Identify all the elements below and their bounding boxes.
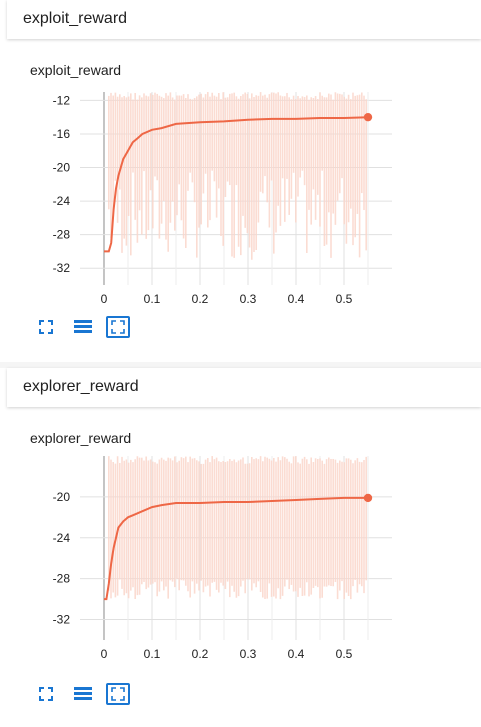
fit-domain-button[interactable]	[106, 683, 130, 705]
y-tick-label: -24	[53, 194, 71, 208]
x-tick-label: 0.3	[240, 292, 257, 306]
y-tick-label: -24	[53, 531, 71, 545]
x-tick-label: 0.1	[144, 647, 161, 661]
chart-explorer-reward[interactable]: 0 0.1 0.2 0.3 0.4 0.5 -20 -24 -28 -32	[0, 450, 481, 675]
series-line	[104, 116, 369, 253]
x-tick-label: 0.5	[336, 647, 353, 661]
x-tick-label: 0	[101, 292, 108, 306]
y-tick-label: -20	[53, 490, 71, 504]
group-header[interactable]: exploit_reward	[7, 0, 481, 39]
fullscreen-button[interactable]	[34, 316, 58, 338]
y-tick-label: -28	[53, 228, 71, 242]
toggle-lines-button[interactable]	[71, 316, 95, 338]
group-title: exploit_reward	[23, 10, 128, 27]
series-end-point	[363, 493, 373, 503]
x-tick-label: 0.2	[192, 292, 209, 306]
card-title: explorer_reward	[30, 430, 132, 446]
x-tick-label: 0.5	[336, 292, 353, 306]
fit-domain-icon	[111, 320, 125, 334]
group-explorer: explorer_reward explorer_reward 0 0.1 0.2 0…	[0, 368, 481, 727]
series-end-point	[363, 112, 373, 122]
fullscreen-icon	[39, 320, 53, 334]
x-tick-label: 0	[101, 647, 108, 661]
series-line	[104, 496, 368, 601]
x-tick-label: 0.1	[144, 292, 161, 306]
x-tick-label: 0.3	[240, 647, 257, 661]
y-tick-label: -16	[53, 127, 71, 141]
raw-series	[108, 456, 368, 600]
y-tick-label: -32	[53, 613, 71, 627]
card-title: exploit_reward	[30, 62, 122, 78]
toggle-lines-button[interactable]	[71, 683, 95, 705]
fullscreen-button[interactable]	[34, 683, 58, 705]
y-tick-label: -32	[53, 261, 71, 275]
chart-exploit-reward[interactable]: 0 0.1 0.2 0.3 0.4 0.5 -12 -16 -20 -24 -28 -32	[0, 85, 481, 315]
x-tick-label: 0.4	[288, 292, 305, 306]
fit-domain-button[interactable]	[106, 316, 130, 338]
group-exploit: exploit_reward exploit_reward 0 0.1 0.2 0.3…	[0, 0, 481, 362]
x-tick-label: 0.4	[288, 647, 305, 661]
y-tick-label: -28	[53, 572, 71, 586]
fit-domain-icon	[111, 687, 125, 701]
lines-icon	[74, 687, 92, 700]
x-tick-label: 0.2	[192, 647, 209, 661]
lines-icon	[74, 320, 92, 333]
y-tick-label: -12	[53, 93, 71, 107]
group-header[interactable]: explorer_reward	[7, 368, 481, 407]
y-tick-label: -20	[53, 161, 71, 175]
fullscreen-icon	[39, 687, 53, 701]
group-title: explorer_reward	[23, 378, 139, 395]
